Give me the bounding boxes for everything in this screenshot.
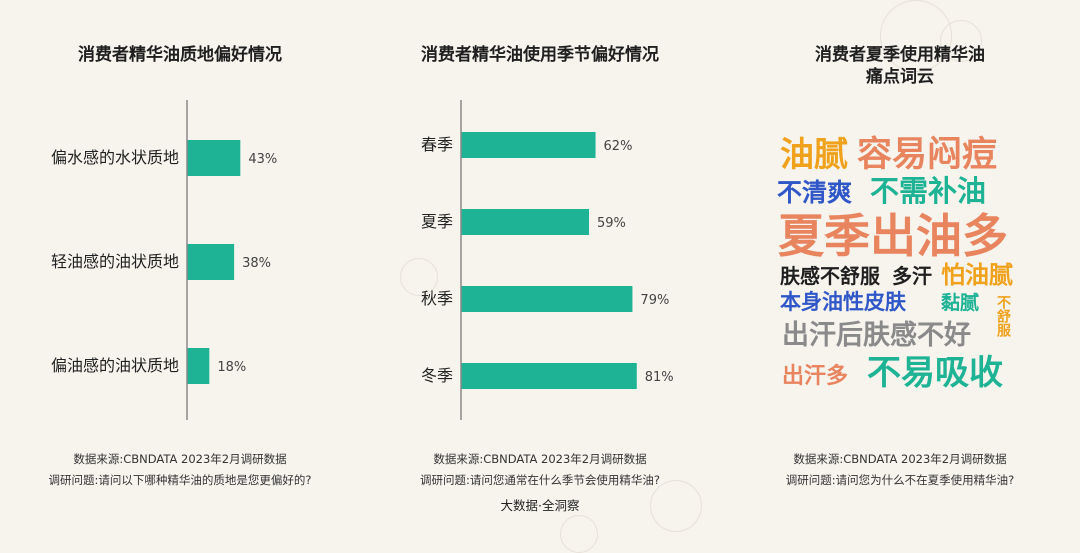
data-label: 62% — [604, 139, 633, 154]
word-cloud-title-line1: 消费者夏季使用精华油 — [815, 45, 985, 65]
category-label: 冬季 — [421, 366, 453, 385]
category-label: 春季 — [421, 135, 453, 154]
word-cloud-panel: 消费者夏季使用精华油 痛点词云 油腻 容易闷痘 不清爽 不需补油 夏季出油多 肤感不舒服多… — [720, 0, 1080, 550]
bar — [461, 209, 590, 235]
season-source-note: 数据来源:CBNDATA 2023年2月调研数据 — [433, 452, 647, 466]
data-label: 38% — [242, 256, 271, 271]
cloud-word: 本身油性皮肤 — [780, 290, 906, 314]
cloud-word: 夏季出油多 — [778, 209, 1008, 263]
category-label: 夏季 — [421, 212, 453, 231]
cloud-word: 肤感不舒服 — [780, 264, 880, 288]
cloud-question-note: 调研问题:请问您为什么不在夏季使用精华油? — [785, 473, 1015, 487]
data-label: 79% — [640, 293, 669, 308]
cloud-word: 不需补油 — [870, 174, 987, 208]
bar — [187, 140, 241, 176]
cloud-word: 容易闷痘 — [857, 135, 998, 175]
bar — [187, 348, 210, 384]
cloud-word: 出汗多 — [782, 364, 849, 389]
category-label: 偏油感的油状质地 — [51, 356, 179, 375]
word-cloud: 油腻 容易闷痘 不清爽 不需补油 夏季出油多 肤感不舒服 多汗 怕油腻本身油性皮肤 黏腻 不舒服出… — [720, 0, 1080, 430]
data-label: 43% — [248, 152, 277, 167]
category-label: 偏水感的水状质地 — [51, 148, 179, 167]
season-bar-chart: 春季 62% 夏季 59% 秋季 79% 冬季 81% — [421, 100, 674, 420]
bar — [187, 244, 235, 280]
texture-chart-title: 消费者精华油质地偏好情况 — [78, 45, 282, 65]
bar — [461, 363, 637, 389]
cloud-word: 黏腻 — [941, 292, 980, 314]
bar — [461, 132, 596, 158]
word-cloud-title-line2: 痛点词云 — [866, 67, 934, 87]
texture-source-note: 数据来源:CBNDATA 2023年2月调研数据 — [73, 452, 287, 466]
data-label: 18% — [217, 360, 246, 375]
decorative-circle — [400, 258, 438, 296]
season-chart-title: 消费者精华油使用季节偏好情况 — [421, 45, 659, 65]
cloud-word: 不清爽 — [777, 178, 853, 207]
brand-footer: 大数据·全洞察 — [500, 498, 580, 513]
texture-chart-panel: 消费者精华油质地偏好情况 偏水感的水状质地 43% 轻油感的油状质地 38% 偏油感的油… — [0, 0, 360, 550]
cloud-word: 多汗 — [892, 264, 932, 288]
cloud-word: 不舒服 — [995, 295, 1011, 337]
season-chart-panel: 消费者精华油使用季节偏好情况 春季 62% 夏季 59% 秋季 79% 冬季 81% 数据来源… — [360, 0, 720, 550]
texture-bar-chart: 偏水感的水状质地 43% 轻油感的油状质地 38% 偏油感的油状质地 18% — [51, 100, 277, 420]
decorative-circle — [940, 20, 982, 62]
cloud-word: 怕油腻 — [941, 261, 1013, 289]
category-label: 轻油感的油状质地 — [51, 252, 179, 271]
season-question-note: 调研问题:请问您通常在什么季节会使用精华油? — [420, 473, 660, 487]
category-label: 秋季 — [421, 289, 453, 308]
data-label: 81% — [645, 370, 674, 385]
cloud-source-note: 数据来源:CBNDATA 2023年2月调研数据 — [793, 452, 1007, 466]
cloud-word: 出汗后肤感不好 — [782, 320, 971, 351]
bar — [461, 286, 633, 312]
texture-question-note: 调研问题:请问以下哪种精华油的质地是您更偏好的? — [48, 473, 312, 487]
cloud-word: 不易吸收 — [867, 353, 1003, 393]
decorative-circle — [650, 480, 702, 532]
data-label: 59% — [597, 216, 626, 231]
cloud-word: 油腻 — [780, 135, 848, 175]
